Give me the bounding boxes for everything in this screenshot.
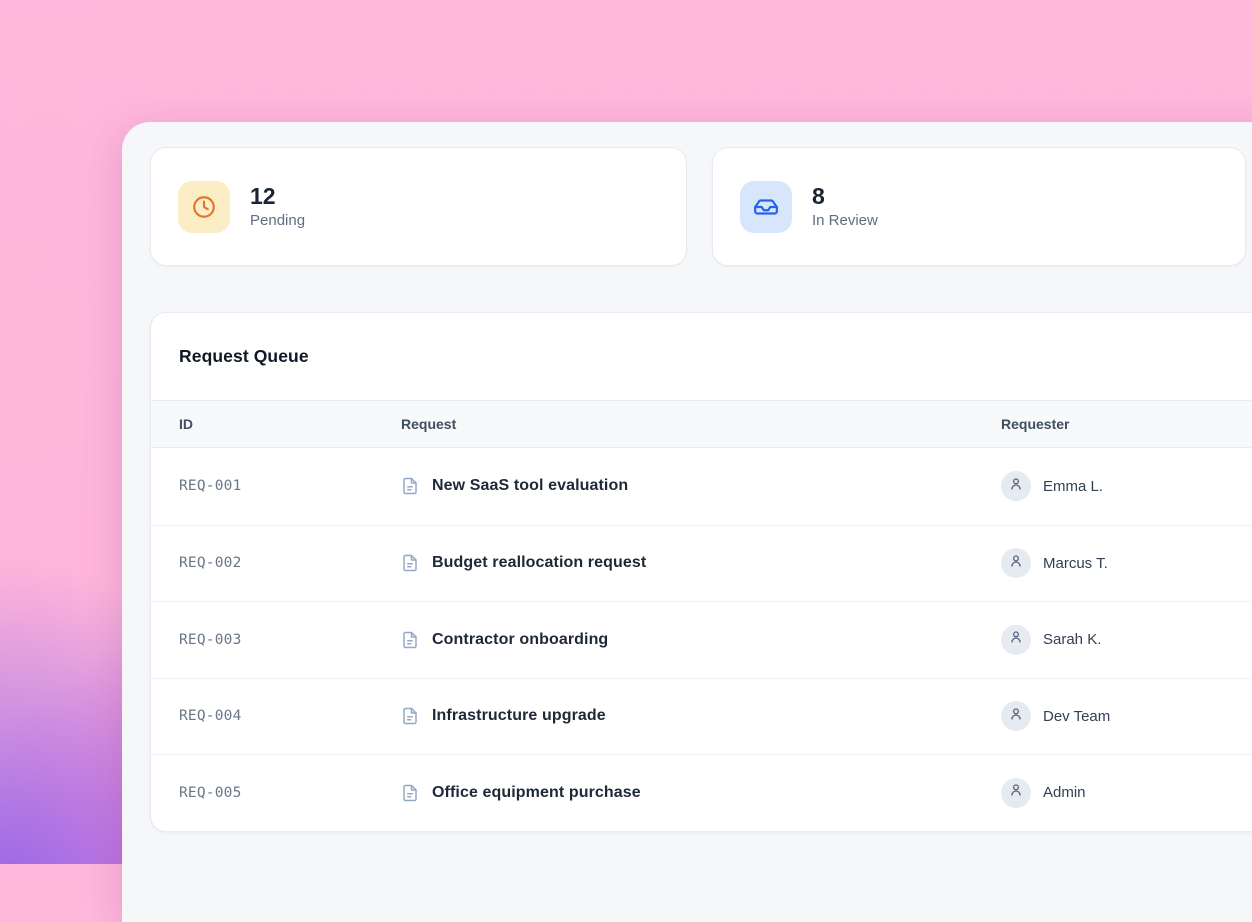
clock-icon — [191, 194, 217, 220]
avatar — [1001, 777, 1031, 808]
requester-cell: Dev Team — [1001, 701, 1252, 732]
stat-icon-tile — [178, 180, 230, 233]
table-row[interactable]: REQ-005 Office equipment purchase — [151, 754, 1252, 831]
request-title: Budget reallocation request — [432, 554, 647, 572]
request-id: REQ-005 — [179, 784, 242, 801]
request-id: REQ-004 — [179, 708, 242, 725]
table-row[interactable]: REQ-004 Infrastructure upgrade — [151, 677, 1252, 755]
person-icon — [1008, 553, 1024, 574]
stat-card-pending: 12 Pending — [150, 147, 687, 266]
table-title: Request Queue — [179, 346, 309, 366]
pending-count: 12 — [250, 182, 276, 209]
avatar — [1001, 471, 1031, 502]
file-text-icon — [401, 631, 419, 649]
content-panel: 12 Pending 8 In Review Request Queue ID … — [122, 122, 1252, 922]
requester-name: Dev Team — [1043, 707, 1111, 725]
request-id: REQ-001 — [179, 478, 242, 495]
table-row[interactable]: REQ-002 Budget reallocation request — [151, 524, 1252, 602]
file-text-icon — [401, 477, 419, 495]
column-header-request: Request — [401, 416, 457, 432]
request-id: REQ-003 — [179, 631, 242, 648]
request-title: Infrastructure upgrade — [432, 707, 606, 725]
file-text-icon — [401, 554, 419, 572]
stat-card-in-review: 8 In Review — [712, 147, 1246, 266]
requester-cell: Marcus T. — [1001, 548, 1252, 579]
table-row[interactable]: REQ-001 New SaaS tool evaluation — [151, 448, 1252, 525]
table-row[interactable]: REQ-003 Contractor onboarding — [151, 601, 1252, 678]
column-header-requester: Requester — [1001, 416, 1070, 432]
requester-cell: Sarah K. — [1001, 624, 1252, 655]
requester-name: Marcus T. — [1043, 554, 1108, 572]
inbox-icon — [753, 194, 779, 220]
avatar — [1001, 624, 1031, 655]
request-title: New SaaS tool evaluation — [432, 477, 629, 495]
request-cell: Budget reallocation request — [401, 554, 1001, 572]
request-title: Contractor onboarding — [432, 630, 609, 648]
table-header-row: ID Request Requester — [151, 400, 1252, 448]
request-cell: New SaaS tool evaluation — [401, 477, 1001, 495]
requester-name: Admin — [1043, 784, 1086, 802]
request-cell: Contractor onboarding — [401, 631, 1001, 649]
person-icon — [1008, 706, 1024, 727]
stat-icon-tile — [740, 180, 792, 233]
person-icon — [1008, 629, 1024, 650]
column-header-id: ID — [179, 416, 193, 432]
requester-name: Emma L. — [1043, 477, 1104, 495]
file-text-icon — [401, 707, 419, 725]
request-id: REQ-002 — [179, 555, 242, 572]
requester-cell: Emma L. — [1001, 471, 1252, 502]
request-cell: Infrastructure upgrade — [401, 707, 1001, 725]
person-icon — [1008, 782, 1024, 803]
in-review-label: In Review — [812, 212, 878, 230]
requester-cell: Admin — [1001, 777, 1252, 808]
table-title-row: Request Queue — [151, 313, 1252, 400]
pending-label: Pending — [250, 212, 306, 230]
file-text-icon — [401, 784, 419, 802]
request-queue-card: Request Queue ID Request Requester REQ-0… — [150, 312, 1252, 832]
requester-name: Sarah K. — [1043, 631, 1102, 649]
avatar — [1001, 548, 1031, 579]
request-title: Office equipment purchase — [432, 783, 641, 801]
avatar — [1001, 701, 1031, 732]
request-cell: Office equipment purchase — [401, 784, 1001, 802]
table-body: REQ-001 New SaaS tool evaluation — [151, 448, 1252, 831]
person-icon — [1008, 476, 1024, 497]
in-review-count: 8 — [812, 182, 825, 209]
